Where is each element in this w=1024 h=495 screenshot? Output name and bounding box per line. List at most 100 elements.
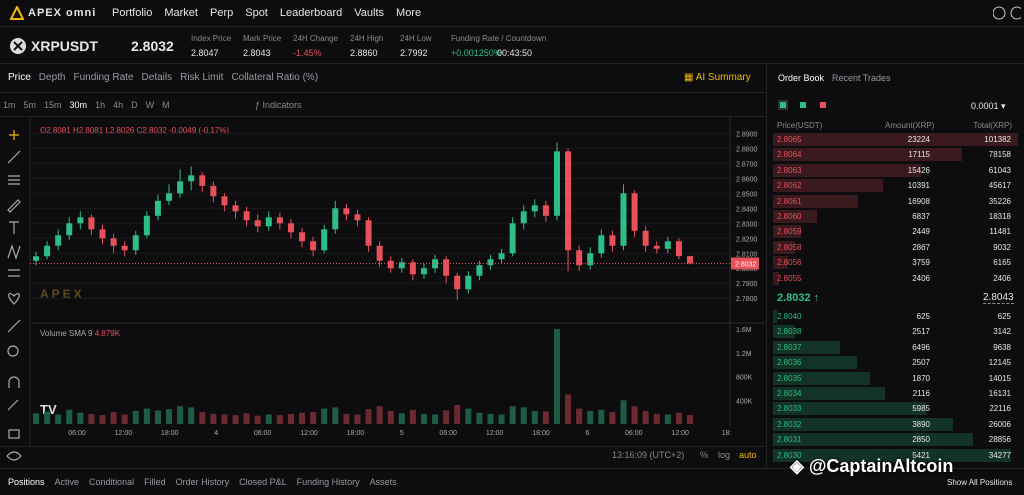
book-amount: 2116 bbox=[912, 389, 930, 398]
nav-item[interactable]: Market bbox=[164, 7, 198, 19]
chart-tab[interactable]: Details bbox=[141, 72, 173, 83]
interval[interactable]: 4h bbox=[113, 100, 124, 110]
stat-label: 24H Change bbox=[293, 34, 338, 43]
candle-body bbox=[687, 256, 693, 264]
bottom-tab[interactable]: Active bbox=[54, 477, 80, 487]
bid-depth-bar bbox=[773, 433, 974, 447]
volume-bar bbox=[343, 413, 350, 424]
volume-bar bbox=[509, 406, 516, 424]
chart-tab[interactable]: Risk Limit bbox=[180, 72, 224, 83]
y-tick-label: 2.8400 bbox=[736, 206, 758, 213]
volume-tick-label: 1.2M bbox=[736, 351, 752, 358]
candle-body bbox=[542, 205, 549, 216]
candle-body bbox=[132, 235, 139, 251]
bottom-tab[interactable]: Conditional bbox=[89, 477, 135, 487]
chart-tab[interactable]: Collateral Ratio (%) bbox=[231, 72, 319, 83]
book-price: 2.8038 bbox=[777, 327, 802, 337]
ask-depth-bar bbox=[773, 133, 1018, 146]
auto-toggle[interactable]: auto bbox=[739, 450, 757, 460]
y-tick-label: 2.8100 bbox=[736, 251, 758, 258]
candle-body bbox=[55, 235, 62, 246]
nav-item[interactable]: Vaults bbox=[354, 7, 385, 19]
volume-bar bbox=[166, 409, 173, 424]
book-total: 18318 bbox=[988, 212, 1011, 221]
candle-body bbox=[265, 217, 272, 227]
book-price: 2.8033 bbox=[777, 404, 802, 414]
bid-depth-bar bbox=[773, 402, 927, 416]
book-price: 2.8032 bbox=[777, 419, 802, 429]
book-price: 2.8037 bbox=[777, 342, 802, 352]
book-total: 2406 bbox=[993, 273, 1011, 283]
bottom-tab[interactable]: Filled bbox=[144, 477, 166, 487]
book-price: 2.8031 bbox=[777, 435, 802, 445]
candle-body bbox=[465, 275, 472, 290]
indicators-btn[interactable]: ƒ Indicators bbox=[255, 100, 302, 110]
stat-label: Funding Rate / Countdown bbox=[451, 34, 547, 43]
nav-item[interactable]: More bbox=[396, 7, 422, 19]
logo[interactable]: APEX omni bbox=[28, 7, 97, 19]
book-amount: 2517 bbox=[912, 327, 930, 337]
nav-item[interactable]: Portfolio bbox=[112, 7, 153, 19]
interval[interactable]: 1m bbox=[3, 100, 16, 110]
pct-toggle[interactable]: % bbox=[700, 450, 709, 460]
chart-watermark: APEX bbox=[40, 287, 85, 301]
interval[interactable]: D bbox=[131, 100, 138, 110]
candle-body bbox=[443, 259, 450, 276]
log-toggle[interactable]: log bbox=[718, 450, 731, 460]
candle-body bbox=[121, 245, 128, 251]
volume-bar bbox=[531, 410, 538, 424]
book-total: 22116 bbox=[989, 404, 1011, 414]
interval[interactable]: M bbox=[162, 100, 170, 110]
chart-tab[interactable]: Depth bbox=[38, 72, 66, 83]
interval[interactable]: 5m bbox=[23, 100, 37, 110]
show-all[interactable]: Show All Positions bbox=[947, 478, 1013, 487]
book-header: Price(USDT) bbox=[777, 121, 823, 130]
interval[interactable]: W bbox=[145, 100, 155, 110]
ai-summary[interactable]: ▦ AI Summary bbox=[684, 72, 751, 83]
book-total: 28856 bbox=[988, 435, 1011, 445]
nav-item[interactable]: Leaderboard bbox=[279, 7, 343, 19]
book-total: 101382 bbox=[984, 135, 1011, 144]
indicators-label[interactable]: Indicators bbox=[262, 100, 302, 110]
stat-value: +0.001250% bbox=[451, 48, 502, 58]
x-tick-label: 06:00 bbox=[439, 430, 457, 437]
bottom-tab[interactable]: Assets bbox=[369, 477, 397, 487]
interval[interactable]: 30m bbox=[69, 100, 88, 110]
volume-bar bbox=[376, 406, 383, 424]
stat-value: 2.7992 bbox=[400, 48, 428, 58]
symbol[interactable]: XRPUSDT bbox=[31, 38, 98, 54]
bid-depth-bar bbox=[773, 448, 1011, 462]
volume-bar bbox=[387, 410, 394, 424]
nav-item[interactable]: Spot bbox=[245, 7, 268, 19]
ai-summary-label[interactable]: AI Summary bbox=[695, 72, 751, 83]
nav-item[interactable]: Perp bbox=[209, 7, 234, 19]
volume-bar bbox=[609, 412, 616, 424]
chart-tab[interactable]: Funding Rate bbox=[73, 72, 134, 83]
tick-size[interactable]: 0.0001 ▾ bbox=[971, 101, 1006, 111]
volume-bar bbox=[631, 406, 638, 424]
volume-bar bbox=[143, 408, 150, 424]
orderbook-tab[interactable]: Order Book bbox=[778, 73, 825, 83]
chart-tab[interactable]: Price bbox=[8, 72, 31, 83]
book-amount: 5985 bbox=[912, 404, 930, 414]
volume-bar bbox=[642, 410, 649, 424]
legend-l: L2.8026 bbox=[105, 126, 134, 135]
x-tick-label: 18:00 bbox=[532, 430, 550, 437]
divider bbox=[766, 64, 767, 468]
interval[interactable]: 1h bbox=[95, 100, 106, 110]
book-total: 12145 bbox=[988, 358, 1011, 368]
candle-body bbox=[66, 223, 73, 236]
divider bbox=[0, 92, 765, 93]
bottom-tab[interactable]: Funding History bbox=[296, 477, 360, 487]
orderbook-tab[interactable]: Recent Trades bbox=[832, 73, 891, 83]
candle-body bbox=[576, 250, 583, 266]
bottom-tab[interactable]: Order History bbox=[175, 477, 230, 487]
nav-items: Portfolio Market Perp Spot Leaderboard Vaults… bbox=[112, 7, 421, 19]
bottom-tab[interactable]: Positions bbox=[8, 477, 45, 487]
mid-price: 2.8032 ↑ bbox=[777, 292, 820, 304]
ask-depth-bar bbox=[773, 163, 921, 177]
interval[interactable]: 15m bbox=[44, 100, 62, 110]
bottom-tab[interactable]: Closed P&L bbox=[239, 477, 287, 487]
tick-size-value[interactable]: 0.0001 bbox=[971, 101, 999, 111]
